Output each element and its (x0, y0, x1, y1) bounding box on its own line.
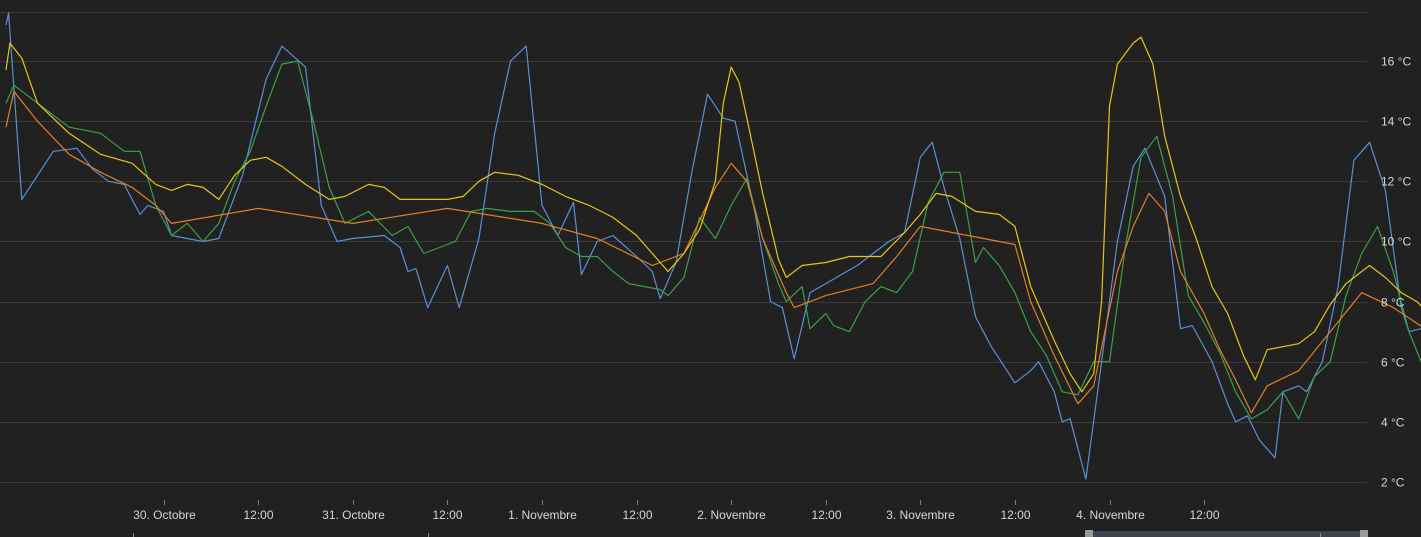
navigator-left-handle[interactable] (1085, 530, 1093, 537)
x-tick-label: 2. Novembre (697, 508, 766, 522)
y-tick-label: 12 °C (1381, 175, 1411, 189)
navigator-selected-range[interactable] (1085, 531, 1368, 537)
series-line-3 (5, 90, 1421, 414)
y-tick-label: 10 °C (1381, 235, 1411, 249)
x-axis: 30. Octobre 12:00 31. Octobre 12:00 1. Novem… (133, 500, 1220, 522)
navigator-right-handle[interactable] (1360, 530, 1368, 537)
x-tick-label: 12:00 (622, 508, 652, 522)
y-tick-label: 4 °C (1381, 416, 1405, 430)
x-tick-label: 12:00 (432, 508, 462, 522)
series-line-2 (5, 60, 1421, 420)
series-lines (5, 12, 1421, 480)
y-axis: 2 °C 4 °C 6 °C 8 °C 10 °C 12 °C 14 °C 16 °C (1381, 55, 1411, 490)
y-tick-label: 14 °C (1381, 115, 1411, 129)
y-tick-label: 2 °C (1381, 476, 1405, 490)
x-tick-label: 12:00 (243, 508, 273, 522)
x-tick-label: 4. Novembre (1076, 508, 1145, 522)
x-tick-label: 12:00 (811, 508, 841, 522)
range-navigator[interactable] (133, 530, 1369, 537)
x-tick-label: 12:00 (1000, 508, 1030, 522)
x-tick-label: 30. Octobre (133, 508, 196, 522)
x-tick-label: 1. Novembre (508, 508, 577, 522)
y-gridlines (0, 12, 1367, 483)
y-tick-label: 16 °C (1381, 55, 1411, 69)
x-tick-label: 12:00 (1189, 508, 1219, 522)
series-line-4 (5, 36, 1421, 393)
series-line-1 (5, 12, 1421, 480)
y-tick-label: 6 °C (1381, 356, 1405, 370)
x-tick-label: 3. Novembre (886, 508, 955, 522)
y-tick-label: 8 °C (1381, 296, 1405, 310)
x-tick-label: 31. Octobre (322, 508, 385, 522)
